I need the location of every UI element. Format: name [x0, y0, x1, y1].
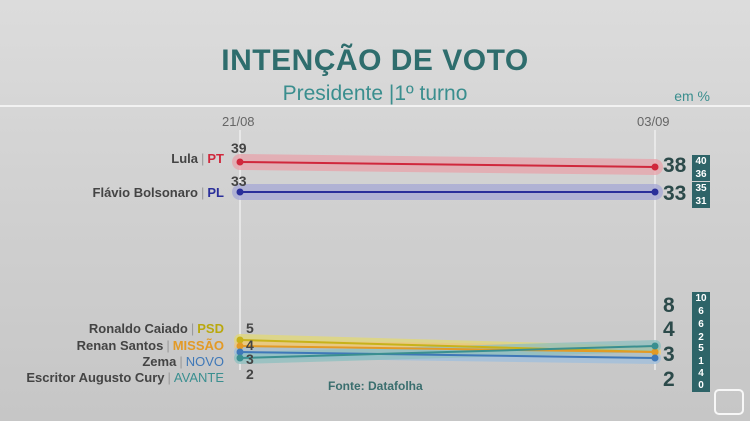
- end-label-2: 4: [663, 318, 675, 341]
- point-lula-start: [236, 158, 244, 166]
- point-zema-end: [651, 354, 659, 362]
- party-name: PSD: [197, 321, 224, 336]
- candidate-name: Lula: [171, 151, 198, 166]
- candidate-label-lula: Lula | PT: [171, 151, 224, 166]
- series-line-renan: [239, 345, 656, 353]
- party-name: PL: [207, 185, 224, 200]
- subtitle-separator: |: [388, 82, 395, 105]
- chart-title: INTENÇÃO DE VOTO: [221, 44, 529, 77]
- candidate-label-zema: Zema | NOVO: [142, 354, 224, 369]
- candidate-name: Zema: [142, 354, 177, 369]
- end-label-4: 2: [663, 368, 675, 391]
- broadcaster-logo: [714, 389, 744, 415]
- party-name: AVANTE: [173, 370, 224, 385]
- subtitle-round: 1º turno: [394, 82, 468, 105]
- start-value-caiado: 5: [246, 320, 254, 336]
- end-label-1: 8: [663, 294, 675, 317]
- ci-box: 4: [692, 367, 710, 380]
- point-flavio-start: [236, 188, 244, 196]
- ci-box: 5: [692, 342, 710, 355]
- chart-subtitle: Presidente |1º turno: [0, 82, 750, 106]
- point-cury-start: [236, 354, 244, 362]
- point-caiado-start: [236, 336, 244, 344]
- party-name: NOVO: [185, 354, 224, 369]
- ci-box: 0: [692, 379, 710, 392]
- ci-high-flavio: 35: [692, 182, 710, 195]
- date-start-label: 21/08: [222, 114, 255, 129]
- series-line-lula: [239, 161, 656, 168]
- end-value-flavio: 33: [663, 182, 687, 205]
- ci-box: 6: [692, 318, 710, 331]
- point-lula-end: [651, 163, 659, 171]
- candidate-label-renan: Renan Santos | MISSÃO: [77, 338, 224, 353]
- end-value-lula: 38: [663, 154, 687, 177]
- label-separator: |: [190, 321, 195, 336]
- point-cury-end: [651, 342, 659, 350]
- date-end-label: 03/09: [637, 114, 670, 129]
- start-value-flavio: 33: [231, 173, 247, 189]
- candidate-name: Ronaldo Caiado: [88, 321, 188, 336]
- label-separator: |: [200, 185, 205, 200]
- label-separator: |: [166, 338, 170, 353]
- end-label-3: 3: [663, 343, 675, 366]
- label-separator: |: [179, 354, 183, 369]
- start-value-renan: 4: [246, 337, 254, 353]
- ci-box: 6: [692, 305, 710, 318]
- header-divider: [0, 105, 750, 107]
- point-flavio-end: [651, 188, 659, 196]
- point-zema-start: [236, 348, 244, 356]
- series-line-zema: [239, 351, 656, 359]
- party-name: PT: [207, 151, 224, 166]
- source-label: Fonte: Datafolha: [328, 379, 423, 393]
- label-separator: |: [200, 151, 205, 166]
- candidate-label-cury: Escritor Augusto Cury | AVANTE: [26, 370, 224, 385]
- subtitle-office: Presidente: [282, 82, 384, 105]
- candidate-name: Flávio Bolsonaro: [92, 185, 198, 200]
- ci-low-flavio: 31: [692, 195, 710, 208]
- ci-high-lula: 40: [692, 155, 710, 168]
- party-name: MISSÃO: [172, 338, 224, 353]
- ci-box: 2: [692, 331, 710, 344]
- start-value-zema: 3: [246, 351, 254, 367]
- point-renan-start: [236, 342, 244, 350]
- series-line-cury: [239, 345, 656, 359]
- point-renan-end: [651, 348, 659, 356]
- ci-box: 1: [692, 355, 710, 368]
- candidate-label-flavio: Flávio Bolsonaro | PL: [93, 185, 224, 200]
- candidate-label-caiado: Ronaldo Caiado | PSD: [89, 321, 224, 336]
- ci-box: 10: [692, 292, 710, 305]
- start-value-cury: 2: [246, 366, 254, 382]
- start-value-lula: 39: [231, 140, 247, 156]
- label-separator: |: [167, 370, 171, 385]
- unit-label: em %: [674, 88, 710, 104]
- ci-low-lula: 36: [692, 168, 710, 181]
- candidate-name: Renan Santos: [76, 338, 164, 353]
- candidate-name: Escritor Augusto Cury: [26, 370, 165, 385]
